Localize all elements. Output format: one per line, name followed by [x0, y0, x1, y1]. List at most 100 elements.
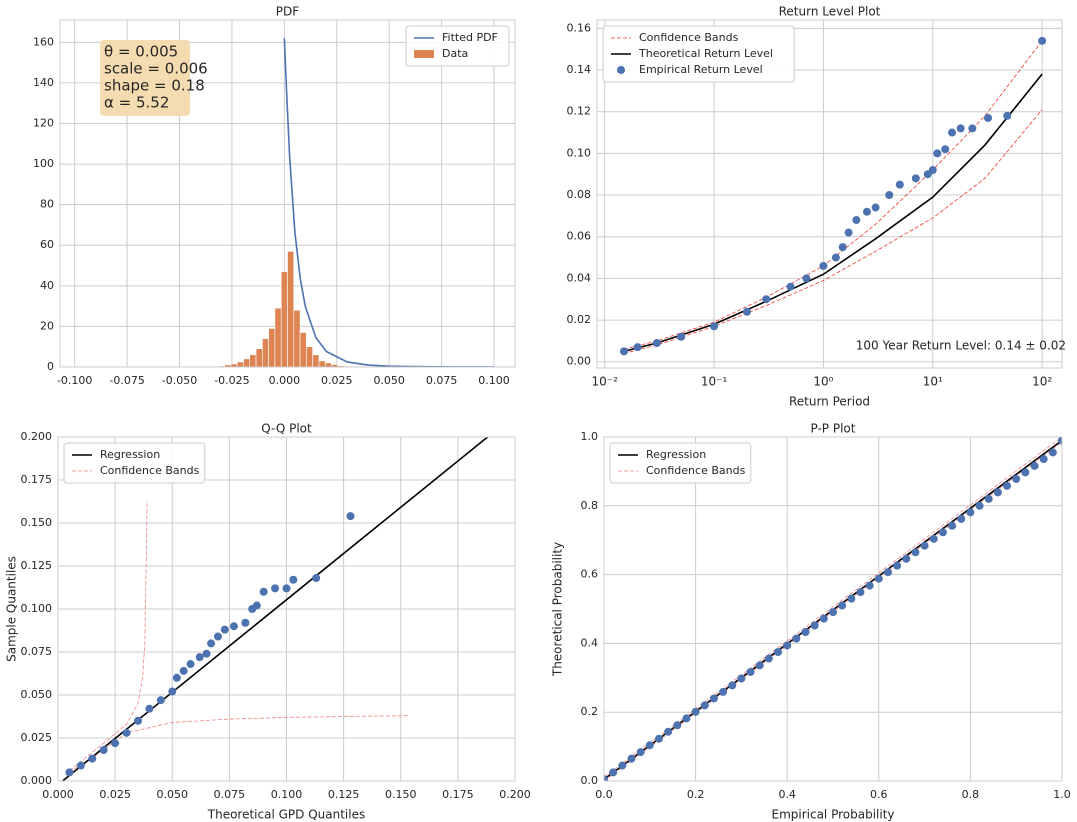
legend-label: Regression — [100, 448, 160, 461]
point — [619, 347, 628, 356]
axes-frame — [59, 19, 516, 368]
x-axis-label: Return Period — [789, 395, 870, 409]
point — [742, 307, 751, 316]
point — [1012, 474, 1021, 483]
y-tick-label: 0.16 — [567, 21, 592, 34]
point — [207, 639, 216, 648]
point — [229, 622, 238, 631]
point — [133, 716, 142, 725]
point — [259, 587, 268, 596]
point — [664, 727, 673, 736]
legend-label: Empirical Return Level — [639, 63, 763, 76]
legend-swatch — [414, 50, 434, 58]
x-axis-label: Theoretical GPD Quantiles — [207, 808, 365, 822]
point — [728, 681, 737, 690]
y-tick-label: 60 — [40, 238, 54, 251]
point — [911, 548, 920, 557]
x-tick-label: 10⁻¹ — [701, 375, 728, 389]
point — [792, 634, 801, 643]
band-line — [69, 715, 410, 773]
point — [838, 243, 847, 252]
x-tick-label: 0.100 — [271, 788, 303, 801]
chart-title: Return Level Plot — [779, 5, 881, 19]
bar — [312, 354, 320, 367]
point — [975, 501, 984, 510]
bar — [287, 251, 295, 367]
bar — [268, 328, 276, 367]
plot-content — [619, 36, 1047, 356]
bar — [299, 332, 307, 367]
point — [213, 632, 222, 641]
legend-box — [609, 442, 752, 484]
point — [883, 568, 892, 577]
point — [1021, 468, 1030, 477]
band-line — [604, 437, 1062, 778]
point — [929, 534, 938, 543]
point — [948, 128, 957, 137]
y-tick-label: 160 — [33, 35, 54, 48]
bar — [293, 309, 301, 367]
panel: 10⁻² 10⁻¹ 10⁰ 10¹ 10² 0.00 0.02 0.04 0.06 0.08 0.1… — [567, 5, 1067, 409]
y-tick-label: 0.075 — [21, 645, 53, 658]
bar — [318, 360, 326, 367]
point — [957, 514, 966, 523]
point — [774, 648, 783, 656]
x-tick-label: -0.025 — [214, 374, 249, 387]
x-tick-label: 0.100 — [478, 374, 510, 387]
point — [1039, 455, 1048, 464]
point — [993, 488, 1002, 497]
y-tick-label: 0.12 — [567, 105, 592, 118]
y-tick-label: 0.08 — [567, 188, 592, 201]
point — [911, 174, 920, 183]
point — [856, 588, 865, 597]
point — [871, 203, 880, 212]
point — [604, 775, 608, 781]
x-tick-label: 0.025 — [99, 788, 131, 801]
chart-title: PDF — [276, 5, 299, 19]
point — [746, 667, 755, 676]
x-tick-label: 0.175 — [442, 788, 474, 801]
point — [1058, 437, 1062, 445]
annotation: 100 Year Return Level: 0.14 ± 0.02 — [856, 339, 1066, 353]
point — [719, 687, 728, 696]
x-tick-label: 0.000 — [42, 788, 74, 801]
legend-marker — [617, 66, 625, 74]
point — [852, 216, 861, 225]
y-tick-label: 0.125 — [21, 559, 53, 572]
point — [895, 180, 904, 189]
y-tick-label: 40 — [40, 279, 54, 292]
point — [966, 508, 975, 517]
point — [819, 261, 828, 270]
x-tick-label: 0.075 — [214, 788, 246, 801]
x-tick-label: 0.6 — [870, 788, 888, 801]
legend: Regression Confidence Bands — [63, 442, 206, 484]
plot-content — [62, 437, 489, 781]
y-tick-label: 100 — [33, 157, 54, 170]
point — [802, 274, 811, 283]
point — [673, 721, 682, 730]
point — [346, 512, 355, 521]
legend: Regression Confidence Bands — [609, 442, 752, 484]
legend-label: Theoretical Return Level — [638, 47, 773, 60]
x-tick-label: -0.075 — [109, 374, 144, 387]
y-tick-label: 0.14 — [567, 63, 592, 76]
point — [874, 574, 883, 583]
point — [252, 601, 261, 610]
y-tick-label: 0.025 — [21, 731, 53, 744]
y-axis-label: Theoretical Probability — [551, 542, 565, 677]
point — [810, 621, 819, 630]
x-tick-label: 0.150 — [385, 788, 417, 801]
point — [99, 746, 108, 755]
point — [186, 660, 195, 669]
y-tick-label: 0.175 — [21, 473, 53, 486]
y-tick-label: 20 — [40, 319, 54, 332]
x-tick-label: 0.200 — [499, 788, 531, 801]
chart-title: Q-Q Plot — [261, 422, 312, 436]
y-tick-label: 0.04 — [567, 271, 592, 284]
y-tick-label: 0.000 — [21, 774, 53, 787]
x-tick-label: 0.4 — [778, 788, 796, 801]
point — [902, 554, 911, 563]
legend-label: Data — [442, 47, 468, 60]
y-tick-label: 0.050 — [21, 688, 53, 701]
